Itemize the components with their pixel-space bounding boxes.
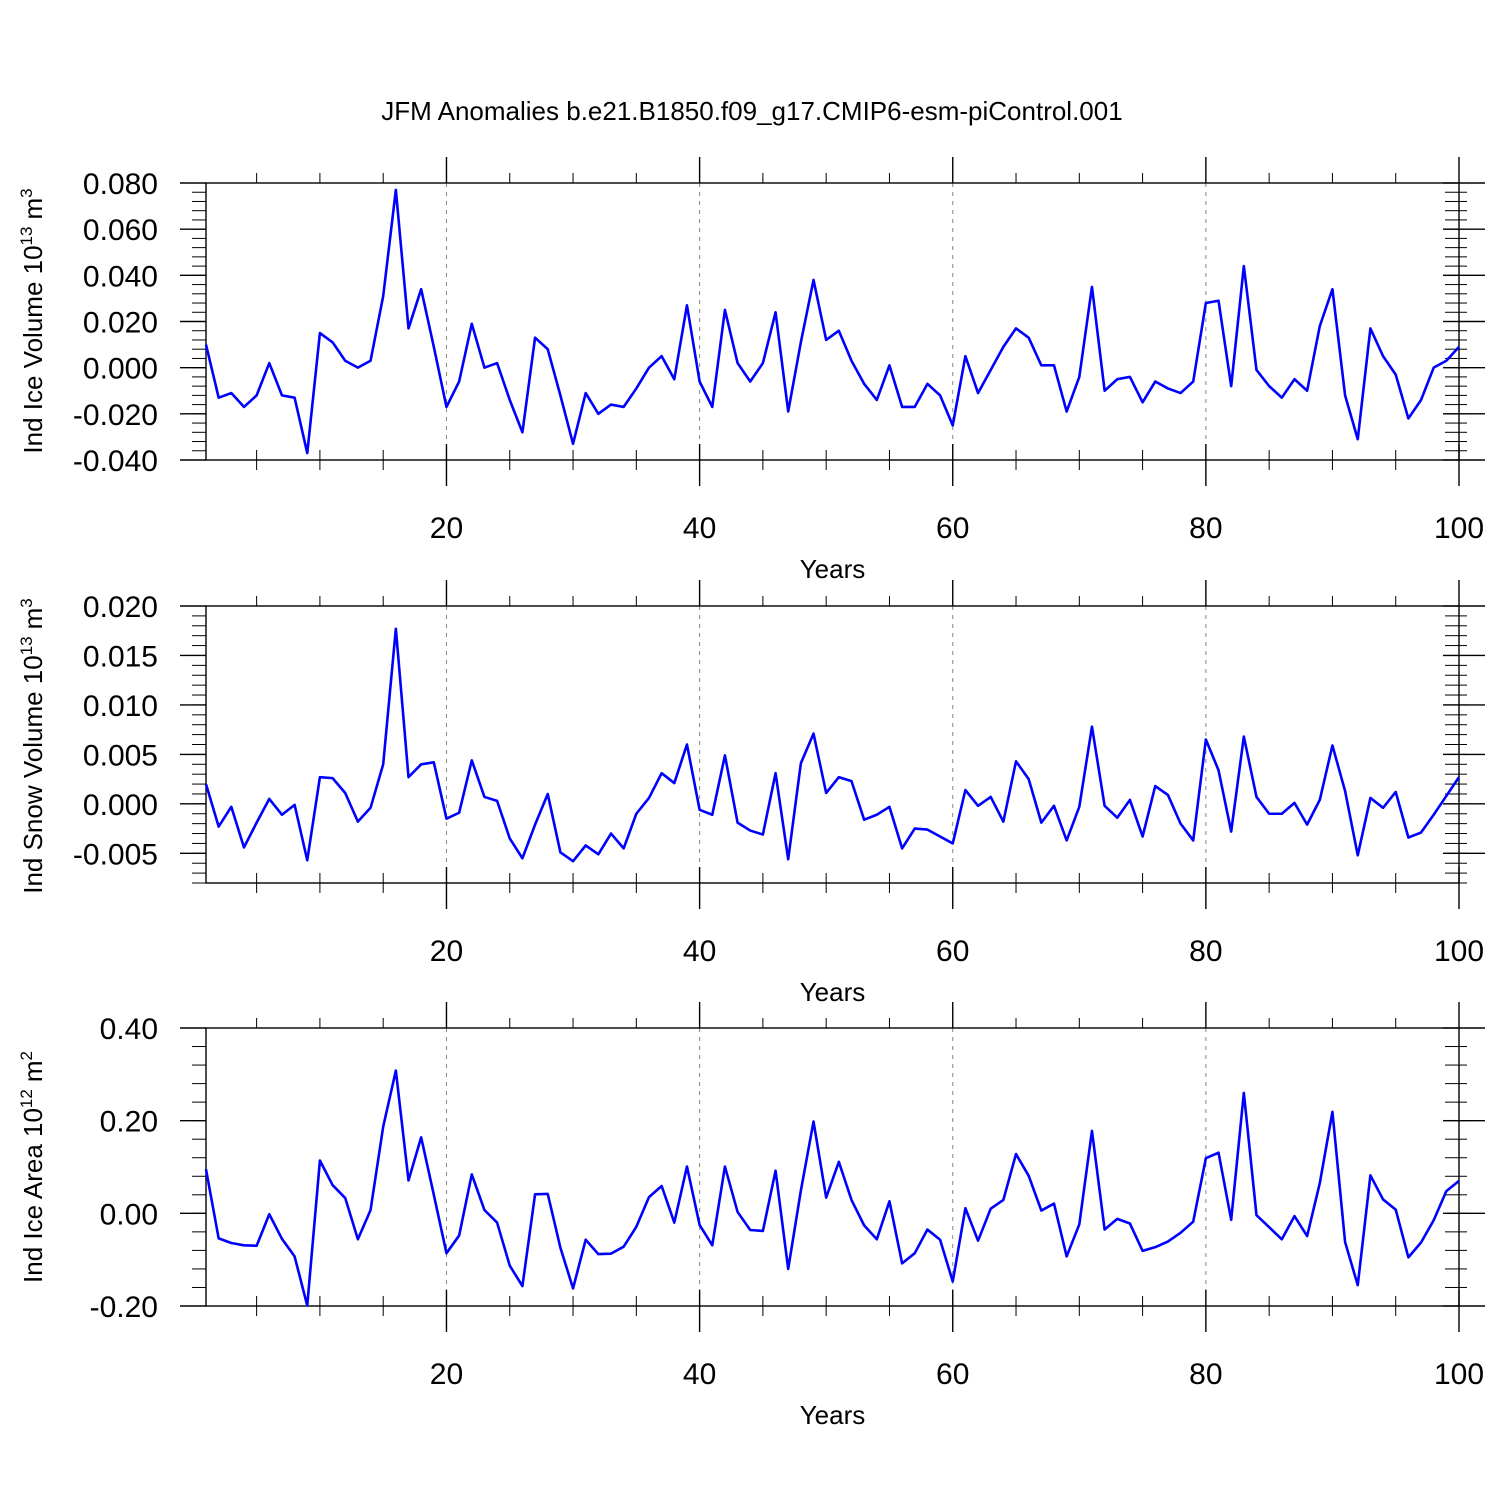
y-axis-label: Ind Ice Volume 1013 m3: [17, 188, 48, 453]
y-axis-label: Ind Ice Area 1012 m2: [17, 1051, 48, 1283]
x-tick-label: 20: [430, 512, 463, 545]
y-tick-label: 0.020: [83, 307, 158, 340]
y-tick-label: -0.020: [73, 399, 158, 432]
y-axis-label-text: m: [18, 198, 48, 220]
x-tick-label: 60: [936, 1358, 969, 1391]
x-tick-label: 60: [936, 935, 969, 968]
y-axis-label-text: Ind Ice Volume 10: [18, 245, 48, 453]
y-tick-label: 0.20: [100, 1106, 158, 1139]
plot-frame: [205, 1027, 1460, 1307]
x-tick-label: 80: [1189, 935, 1222, 968]
chart-panel-3: 20 40 60 80 100 -0.20 0.00 0.20 0.40 Years Ind Ice…: [17, 1002, 1485, 1430]
x-tick-label: 100: [1434, 1358, 1484, 1391]
series-line-1: [204, 627, 1461, 863]
y-tick-label: 0.000: [83, 789, 158, 822]
x-tick-label: 100: [1434, 512, 1484, 545]
chart-panel-1: 20 40 60 80 100 -0.040 -0.020 0.000 0.020 0.040 0.…: [17, 157, 1485, 584]
y-tick-label: -0.20: [90, 1291, 158, 1324]
y-tick-label: 0.080: [83, 168, 158, 201]
y-axis-label: Ind Snow Volume 1013 m3: [17, 598, 48, 894]
y-tick-label: 0.020: [83, 591, 158, 624]
x-tick-label: 60: [936, 512, 969, 545]
y-tick-label: 0.040: [83, 260, 158, 293]
y-axis-label-superscript: 13: [17, 227, 36, 246]
x-tick-label: 20: [430, 1358, 463, 1391]
chart-panel-2: 20 40 60 80 100 -0.005 0.000 0.005 0.010 0.015 0.0…: [17, 580, 1485, 1007]
y-axis-label-superscript: 3: [17, 598, 36, 607]
y-axis-label-superscript: 13: [17, 636, 36, 655]
y-axis-label-text: m: [18, 608, 48, 630]
y-axis-label-superscript: 3: [17, 188, 36, 197]
x-tick-label: 80: [1189, 512, 1222, 545]
series-line-1: [204, 1069, 1460, 1307]
y-axis-label-text: Ind Snow Volume 10: [18, 655, 48, 894]
x-tick-label: 40: [683, 512, 716, 545]
y-tick-label: -0.005: [73, 838, 158, 871]
x-axis-label: Years: [800, 554, 866, 584]
y-tick-label: -0.040: [73, 445, 158, 478]
y-axis-label-text: Ind Ice Area 10: [18, 1108, 48, 1283]
x-tick-label: 80: [1189, 1358, 1222, 1391]
x-tick-label: 40: [683, 1358, 716, 1391]
x-tick-label: 100: [1434, 935, 1484, 968]
y-axis-label-superscript: 12: [17, 1089, 36, 1108]
y-tick-label: 0.010: [83, 690, 158, 723]
y-axis-label-superscript: 2: [17, 1051, 36, 1060]
x-axis-label: Years: [800, 977, 866, 1007]
y-tick-label: 0.005: [83, 739, 158, 772]
y-tick-label: 0.40: [100, 1013, 158, 1046]
x-axis-label: Years: [800, 1400, 866, 1430]
plot-frame: [205, 182, 1460, 461]
y-axis-label-text: m: [18, 1060, 48, 1082]
plot-frame: [205, 605, 1460, 884]
x-tick-label: 20: [430, 935, 463, 968]
figure-title: JFM Anomalies b.e21.B1850.f09_g17.CMIP6-…: [381, 96, 1122, 126]
y-tick-label: 0.000: [83, 353, 158, 386]
x-tick-label: 40: [683, 935, 716, 968]
y-tick-label: 0.015: [83, 640, 158, 673]
y-tick-label: 0.060: [83, 214, 158, 247]
series-line-1: [204, 188, 1460, 455]
y-tick-label: 0.00: [100, 1198, 158, 1231]
